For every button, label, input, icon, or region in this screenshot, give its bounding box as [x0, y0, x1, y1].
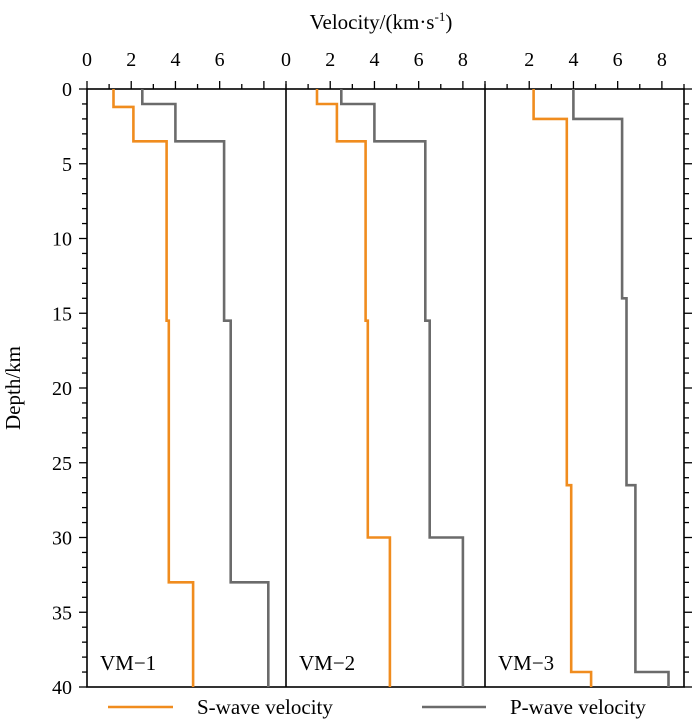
x-tick-label: 0 — [281, 49, 291, 71]
y-tick-label: 35 — [52, 602, 72, 624]
x-tick-label: 2 — [126, 49, 136, 71]
y-tick-label: 25 — [52, 453, 72, 475]
y-tick-label: 20 — [52, 378, 72, 400]
series-line-p-wave-vm3 — [572, 89, 670, 687]
x-tick-label: 0 — [82, 49, 92, 71]
legend-label-p-wave: P-wave velocity — [510, 695, 646, 719]
x-axis-title: Velocity/(km·s-1) — [310, 9, 453, 34]
x-axis-title-main: Velocity/(km·s — [310, 10, 435, 34]
y-tick-label: 40 — [52, 677, 72, 699]
series-line-p-wave-vm2 — [339, 89, 465, 687]
x-tick-label: 8 — [458, 49, 468, 71]
legend-label-s-wave: S-wave velocity — [197, 695, 333, 719]
x-tick-label: 6 — [215, 49, 225, 71]
panel-label-vm1: VM−1 — [100, 651, 156, 675]
series-line-s-wave-vm2 — [315, 89, 392, 687]
x-tick-label: 2 — [524, 49, 534, 71]
text-layer: 0 5 10 15 20 25 30 35 40 0 2 4 6 0 2 4 6 8 2 4 6 8 VM−1 VM−2 VM−… — [52, 49, 667, 699]
x-tick-label: 4 — [568, 49, 578, 71]
x-tick-label: 4 — [170, 49, 180, 71]
plot-frame — [86, 88, 685, 688]
tick-layer — [79, 81, 692, 688]
y-tick-label: 10 — [52, 229, 72, 251]
x-tick-label: 6 — [414, 49, 424, 71]
series-line-s-wave-vm3 — [532, 89, 593, 687]
plot-area — [86, 88, 685, 688]
y-tick-label: 15 — [52, 303, 72, 325]
x-tick-label: 2 — [325, 49, 335, 71]
x-tick-label: 8 — [657, 49, 667, 71]
y-axis-title: Depth/km — [1, 346, 25, 430]
series-line-s-wave-vm1 — [112, 89, 195, 687]
panel-label-vm2: VM−2 — [299, 651, 355, 675]
x-axis-title-exponent: -1 — [434, 9, 445, 24]
series-line-p-wave-vm1 — [141, 89, 270, 687]
x-tick-label: 4 — [369, 49, 379, 71]
y-tick-label: 5 — [62, 154, 72, 176]
x-tick-label: 6 — [613, 49, 623, 71]
x-axis-title-close: ) — [445, 10, 452, 34]
y-tick-label: 0 — [62, 79, 72, 101]
panel-label-vm3: VM−3 — [498, 651, 554, 675]
y-tick-label: 30 — [52, 528, 72, 550]
legend: S-wave velocity P-wave velocity — [108, 695, 646, 719]
series-layer — [112, 89, 670, 687]
